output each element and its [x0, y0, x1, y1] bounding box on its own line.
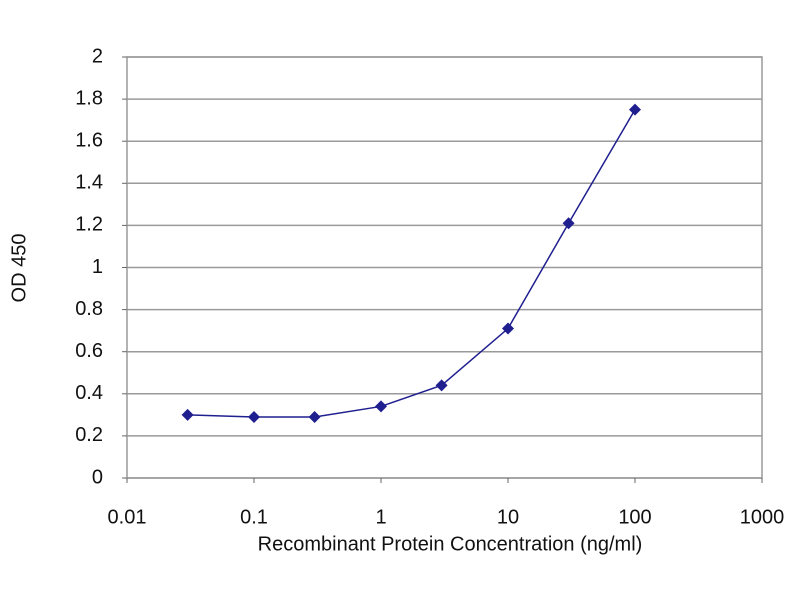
y-tick-label: 1.2 [75, 214, 103, 236]
data-point [375, 400, 387, 413]
y-tick-label: 0.4 [75, 382, 103, 404]
y-tick-label: 1.4 [75, 172, 103, 194]
y-tick-label: 0.8 [75, 298, 103, 320]
x-tick-label: 10 [497, 506, 519, 528]
y-tick-label: 0.6 [75, 340, 103, 362]
series-line [187, 109, 636, 418]
x-axis-label: Recombinant Protein Concentration (ng/ml… [258, 533, 643, 555]
y-axis-label: OD 450 [8, 234, 30, 303]
x-tick-label: 0.1 [240, 506, 268, 528]
y-tick-label: 1 [92, 256, 103, 278]
x-tick-label: 100 [618, 506, 651, 528]
x-tick-label: 1000 [740, 506, 785, 528]
data-point [181, 408, 194, 421]
y-tick-label: 0 [92, 466, 103, 488]
x-tick-label: 1 [375, 506, 386, 528]
y-tick-label: 1.8 [75, 87, 103, 109]
data-point [502, 322, 514, 335]
data-point [248, 410, 260, 423]
data-point [435, 379, 448, 392]
data-point [629, 103, 641, 116]
y-tick-label: 1.6 [75, 129, 103, 151]
data-point [562, 217, 575, 230]
x-tick-label: 0.01 [108, 506, 147, 528]
y-tick-label: 0.2 [75, 424, 103, 446]
data-point [308, 410, 321, 423]
y-tick-label: 2 [92, 45, 103, 67]
